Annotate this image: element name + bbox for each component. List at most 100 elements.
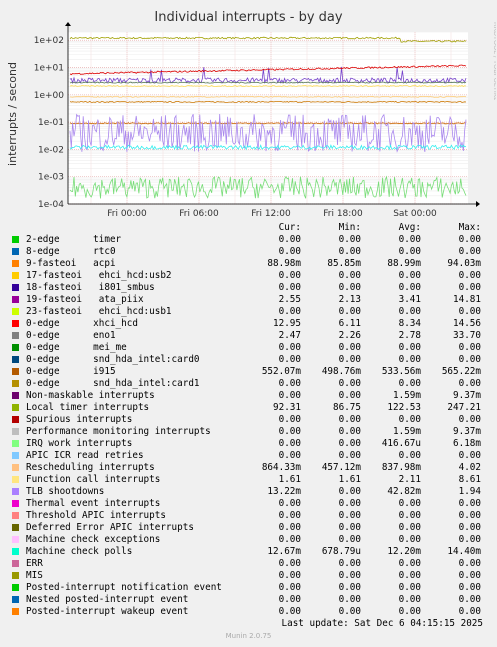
legend-avg: 0.00 — [398, 606, 421, 617]
legend-label: Spurious interrupts — [26, 414, 133, 425]
x-tick-label: Fri 06:00 — [179, 209, 219, 219]
legend-label: Threshold APIC interrupts — [26, 510, 166, 521]
legend-avg: 2.78 — [398, 330, 421, 341]
y-tick-label: 1e+00 — [34, 91, 65, 101]
legend-swatch — [12, 512, 19, 519]
legend-cur: 0.00 — [278, 570, 301, 581]
legend-label: 8-edge rtc0 — [26, 246, 116, 257]
legend-avg: 12.20m — [387, 546, 421, 557]
legend-min: 0.00 — [338, 378, 361, 389]
legend-swatch — [12, 284, 19, 291]
legend-min: 0.00 — [338, 234, 361, 245]
legend-swatch — [12, 452, 19, 459]
legend-swatch — [12, 548, 19, 555]
legend-label: Thermal event interrupts — [26, 498, 161, 509]
legend-avg: 88.99m — [387, 258, 421, 269]
legend-min: 498.76m — [321, 366, 361, 377]
legend-swatch — [12, 368, 19, 375]
rrdtool-watermark: RRDTOOL / TOBI OETIKER — [492, 22, 496, 100]
chart-plot: 1e+02 1e+01 1e+00 1e-01 1e-02 1e-03 1e-04 Fri 0… — [34, 22, 480, 219]
legend-swatch — [12, 260, 19, 267]
legend-avg: 1.59m — [393, 426, 421, 437]
legend-cur: 13.22m — [267, 486, 301, 497]
legend-avg: 0.00 — [398, 306, 421, 317]
legend-label: 9-fasteoi acpi — [26, 258, 116, 269]
header-max: Max: — [458, 222, 481, 233]
legend-max: 247.21 — [447, 402, 481, 413]
legend-cur: 0.00 — [278, 270, 301, 281]
legend-cur: 0.00 — [278, 498, 301, 509]
legend-swatch — [12, 476, 19, 483]
x-tick-label: Fri 12:00 — [251, 209, 291, 219]
legend-label: Performance monitoring interrupts — [26, 426, 211, 437]
legend-cur: 0.00 — [278, 342, 301, 353]
legend-max: 565.22m — [441, 366, 481, 377]
legend-avg: 0.00 — [398, 414, 421, 425]
legend-swatch — [12, 524, 19, 531]
legend-max: 4.02 — [458, 462, 481, 473]
legend-table: Cur: Min: Avg: Max: 2-edge timer 0.00 0.00… — [12, 222, 481, 618]
legend-swatch — [12, 488, 19, 495]
svg-text:RRDTOOL / TOBI OETIKER: RRDTOOL / TOBI OETIKER — [492, 22, 496, 100]
legend-cur: 0.00 — [278, 594, 301, 605]
legend-min: 0.00 — [338, 558, 361, 569]
legend-max: 0.00 — [458, 558, 481, 569]
legend-label: ERR — [26, 558, 43, 569]
x-tick-label: Sat 00:00 — [393, 209, 437, 219]
legend-label: Local timer interrupts — [26, 402, 150, 413]
legend-cur: 0.00 — [278, 510, 301, 521]
legend-min: 0.00 — [338, 342, 361, 353]
legend-swatch — [12, 416, 19, 423]
legend-min: 0.00 — [338, 282, 361, 293]
legend-avg: 0.00 — [398, 534, 421, 545]
legend-max: 0.00 — [458, 498, 481, 509]
legend-swatch — [12, 572, 19, 579]
legend-swatch — [12, 440, 19, 447]
legend-cur: 864.33m — [261, 462, 301, 473]
x-axis-arrow — [476, 201, 480, 207]
legend-max: 1.94 — [458, 486, 481, 497]
legend-row: Rescheduling interrupts 864.33m 457.12m 837… — [12, 462, 481, 474]
legend-label: Non-maskable interrupts — [26, 390, 155, 401]
series-line — [69, 122, 466, 125]
series-line — [69, 113, 467, 153]
legend-row: ERR 0.00 0.00 0.00 0.00 — [12, 558, 481, 570]
legend-min: 0.00 — [338, 594, 361, 605]
legend-cur: 0.00 — [278, 426, 301, 437]
legend-max: 0.00 — [458, 534, 481, 545]
series-line — [69, 85, 467, 88]
legend-row: Function call interrupts 1.61 1.61 2.11 8.61 — [12, 474, 481, 486]
legend-avg: 416.67u — [381, 438, 421, 449]
legend-max: 6.18m — [453, 438, 481, 449]
legend-row: MIS 0.00 0.00 0.00 0.00 — [12, 570, 481, 582]
legend-row: Local timer interrupts 92.31 86.75 122.53 24… — [12, 402, 481, 414]
legend-min: 0.00 — [338, 510, 361, 521]
legend-cur: 0.00 — [278, 414, 301, 425]
legend-max: 0.00 — [458, 342, 481, 353]
series-line — [69, 66, 467, 84]
legend-label: 0-edge snd_hda_intel:card1 — [26, 378, 200, 389]
legend-max: 0.00 — [458, 606, 481, 617]
legend-row: Thermal event interrupts 0.00 0.00 0.00 0.00 — [12, 498, 481, 510]
legend-cur: 0.00 — [278, 438, 301, 449]
legend-row: 0-edge snd_hda_intel:card0 0.00 0.00 0.00 0.… — [12, 354, 481, 366]
legend-swatch — [12, 236, 19, 243]
legend-avg: 0.00 — [398, 582, 421, 593]
legend-min: 457.12m — [321, 462, 361, 473]
legend-row: Nested posted-interrupt event 0.00 0.00 0.0… — [12, 594, 481, 606]
legend-avg: 0.00 — [398, 342, 421, 353]
legend-min: 0.00 — [338, 354, 361, 365]
y-tick-label: 1e-04 — [38, 200, 64, 210]
legend-row: 0-edge snd_hda_intel:card1 0.00 0.00 0.00 0.… — [12, 378, 481, 390]
legend-avg: 0.00 — [398, 570, 421, 581]
legend-cur: 0.00 — [278, 354, 301, 365]
y-axis-label: interrupts / second — [6, 62, 19, 166]
legend-avg: 0.00 — [398, 498, 421, 509]
legend-label: IRQ work interrupts — [26, 438, 133, 449]
legend-min: 0.00 — [338, 426, 361, 437]
legend-min: 678.79u — [321, 546, 361, 557]
series-line — [69, 175, 467, 199]
legend-swatch — [12, 560, 19, 567]
legend-max: 0.00 — [458, 450, 481, 461]
legend-swatch — [12, 296, 19, 303]
